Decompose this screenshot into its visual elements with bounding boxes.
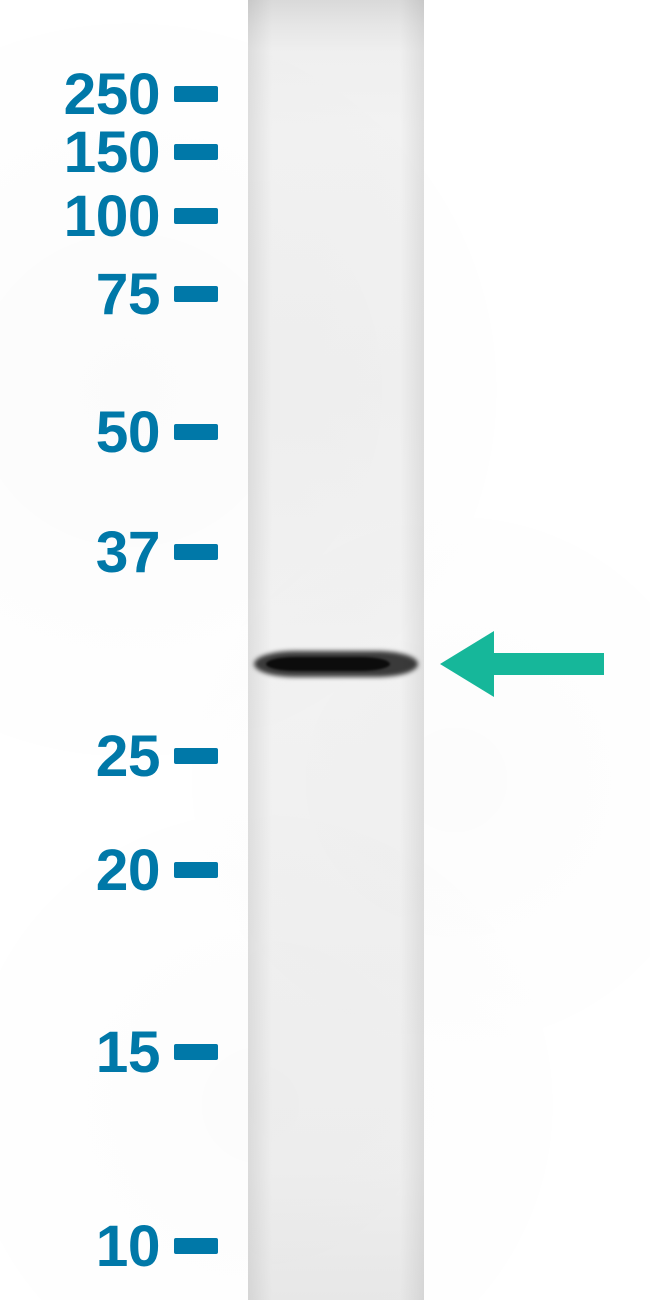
- ladder-marker: 37: [0, 519, 218, 586]
- ladder-label: 37: [0, 519, 160, 586]
- ladder-marker: 75: [0, 261, 218, 328]
- ladder-tick: [174, 424, 218, 440]
- ladder-label: 100: [0, 183, 160, 250]
- ladder-tick: [174, 286, 218, 302]
- ladder-marker: 10: [0, 1213, 218, 1280]
- protein-band-core: [266, 657, 390, 671]
- ladder-label: 50: [0, 399, 160, 466]
- ladder-marker: 100: [0, 183, 218, 250]
- ladder-tick: [174, 544, 218, 560]
- ladder-label: 25: [0, 723, 160, 790]
- ladder-label: 15: [0, 1019, 160, 1086]
- ladder-tick: [174, 208, 218, 224]
- ladder-label: 75: [0, 261, 160, 328]
- blot-lane: [248, 0, 424, 1300]
- ladder-tick: [174, 862, 218, 878]
- ladder-tick: [174, 1238, 218, 1254]
- ladder-tick: [174, 86, 218, 102]
- ladder-label: 20: [0, 837, 160, 904]
- ladder-label: 250: [0, 61, 160, 128]
- band-arrow: [440, 631, 604, 697]
- arrow-stem: [494, 653, 604, 675]
- ladder-marker: 250: [0, 61, 218, 128]
- ladder-label: 150: [0, 119, 160, 186]
- ladder-label: 10: [0, 1213, 160, 1280]
- ladder-tick: [174, 748, 218, 764]
- ladder-marker: 50: [0, 399, 218, 466]
- ladder-tick: [174, 1044, 218, 1060]
- ladder-marker: 20: [0, 837, 218, 904]
- ladder-marker: 25: [0, 723, 218, 790]
- ladder-marker: 150: [0, 119, 218, 186]
- arrow-head-icon: [440, 631, 494, 697]
- ladder-marker: 15: [0, 1019, 218, 1086]
- blot-canvas: 250150100 75 50 37 25 20 15 10: [0, 0, 650, 1300]
- ladder-tick: [174, 144, 218, 160]
